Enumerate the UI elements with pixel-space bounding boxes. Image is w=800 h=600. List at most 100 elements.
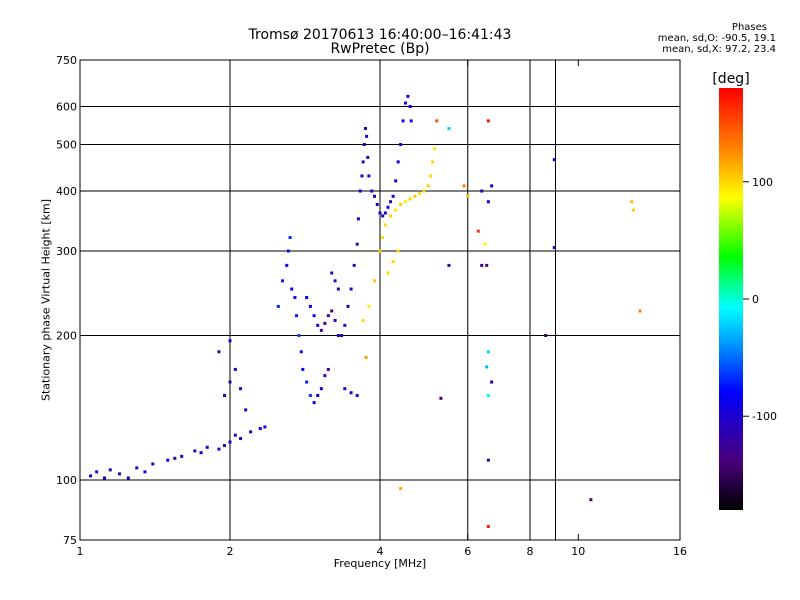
y-tick-label: 75 xyxy=(63,534,77,547)
data-point xyxy=(333,279,337,283)
data-point xyxy=(355,242,359,246)
data-point xyxy=(326,314,330,318)
x-tick-label: 8 xyxy=(527,545,534,558)
data-point xyxy=(355,394,359,398)
data-point xyxy=(483,242,487,246)
data-point xyxy=(223,444,227,448)
data-point xyxy=(286,249,290,253)
data-point xyxy=(180,454,184,458)
data-point xyxy=(233,367,237,371)
data-point xyxy=(364,355,368,359)
data-point xyxy=(239,387,243,391)
data-point xyxy=(544,334,548,338)
x-tick-label: 2 xyxy=(227,545,234,558)
data-point xyxy=(383,223,387,227)
data-point xyxy=(288,236,292,240)
data-point xyxy=(349,287,353,291)
data-point xyxy=(126,476,130,480)
data-point xyxy=(428,174,432,178)
data-point xyxy=(367,304,371,308)
data-point xyxy=(367,174,371,178)
data-point xyxy=(490,184,494,188)
data-point xyxy=(299,350,303,354)
data-point xyxy=(281,279,285,283)
data-point xyxy=(476,229,480,233)
data-point xyxy=(173,456,177,460)
data-point xyxy=(375,202,379,206)
data-point xyxy=(308,394,312,398)
data-point xyxy=(103,476,107,480)
y-tick-label: 750 xyxy=(56,54,77,67)
data-point xyxy=(295,314,299,318)
x-tick-label: 4 xyxy=(377,545,384,558)
stats-x-mode: mean, sd,X: 97.2, 23.4 xyxy=(662,44,776,55)
data-point xyxy=(480,189,484,193)
data-point xyxy=(406,94,410,98)
data-point xyxy=(486,200,490,204)
data-point xyxy=(228,380,232,384)
data-point xyxy=(95,470,99,474)
data-point xyxy=(486,458,490,462)
data-point xyxy=(249,430,253,434)
data-point xyxy=(151,462,155,466)
chart-subtitle: RwPretec (Bp) xyxy=(330,41,430,57)
data-point xyxy=(285,263,289,267)
data-point xyxy=(378,211,382,215)
stats-title: Phases xyxy=(731,22,767,33)
data-point xyxy=(417,192,421,196)
data-point xyxy=(396,249,400,253)
data-point xyxy=(336,287,340,291)
data-point xyxy=(486,119,490,123)
data-point xyxy=(391,194,395,198)
data-point xyxy=(426,184,430,188)
x-tick-label: 1 xyxy=(77,545,84,558)
data-point xyxy=(389,214,393,218)
x-tick-label: 6 xyxy=(464,545,471,558)
data-point xyxy=(552,158,556,162)
data-point xyxy=(399,143,403,147)
data-point xyxy=(343,323,347,327)
data-point xyxy=(258,427,262,431)
data-point xyxy=(117,472,121,476)
data-point xyxy=(358,189,362,193)
colorbar xyxy=(719,88,743,510)
data-point xyxy=(394,208,398,212)
data-point xyxy=(205,445,209,449)
data-point xyxy=(401,119,405,123)
data-point xyxy=(409,119,413,123)
data-point xyxy=(485,365,489,369)
data-point xyxy=(366,155,370,159)
data-point xyxy=(217,447,221,451)
data-point xyxy=(486,350,490,354)
data-point xyxy=(486,525,490,529)
data-point xyxy=(323,374,327,378)
data-point xyxy=(490,380,494,384)
data-point xyxy=(330,271,334,275)
data-point xyxy=(480,263,484,267)
data-point xyxy=(333,318,337,322)
data-point xyxy=(326,367,330,371)
data-point xyxy=(378,249,382,253)
y-tick-label: 300 xyxy=(56,245,77,258)
data-point xyxy=(263,425,267,429)
y-tick-label: 500 xyxy=(56,139,77,152)
colorbar-tick-label: 100 xyxy=(752,176,773,189)
data-point xyxy=(638,309,642,313)
data-point xyxy=(316,394,320,398)
data-point xyxy=(363,126,367,130)
stats-o-mode: mean, sd,O: -90.5, 19.1 xyxy=(657,33,776,44)
data-point xyxy=(193,449,197,453)
data-point xyxy=(305,380,309,384)
data-point xyxy=(290,287,294,291)
data-point xyxy=(349,391,353,395)
colorbar-tick-label: 0 xyxy=(752,293,759,306)
y-tick-label: 200 xyxy=(56,330,77,343)
data-point xyxy=(422,189,426,193)
data-point xyxy=(239,437,243,441)
data-point xyxy=(340,334,344,338)
data-point xyxy=(552,246,556,250)
data-point xyxy=(297,334,301,338)
data-point xyxy=(166,458,170,462)
x-tick-label: 16 xyxy=(673,545,687,558)
